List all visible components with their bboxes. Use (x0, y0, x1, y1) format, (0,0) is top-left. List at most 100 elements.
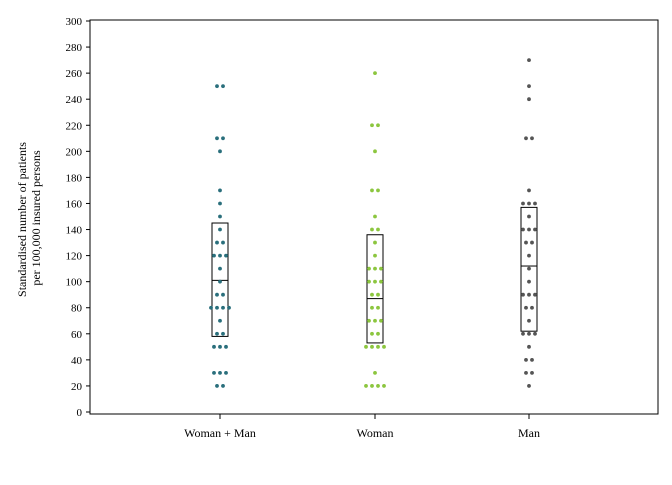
data-point (221, 292, 225, 297)
data-point (527, 97, 531, 102)
data-point (370, 227, 374, 232)
data-point (221, 331, 225, 336)
x-category-label: Woman (356, 426, 393, 440)
data-point (533, 201, 537, 206)
iqr-box (520, 206, 538, 332)
iqr-box (366, 234, 384, 344)
data-point (215, 305, 219, 310)
data-point (373, 253, 377, 258)
data-point (530, 136, 534, 141)
data-point (218, 253, 222, 258)
data-point (527, 58, 531, 62)
data-point (376, 344, 380, 349)
data-point (527, 344, 531, 349)
data-point (524, 240, 528, 245)
data-point (521, 331, 525, 336)
data-point (521, 201, 525, 206)
data-point (527, 227, 531, 232)
data-point (215, 292, 219, 297)
data-point (379, 318, 383, 323)
data-point (373, 214, 377, 219)
data-point (524, 305, 528, 310)
data-point (382, 344, 386, 349)
data-point (218, 214, 222, 219)
data-point (364, 384, 368, 388)
data-point (527, 292, 531, 297)
data-point (370, 188, 374, 193)
data-point (376, 331, 380, 336)
data-point (530, 357, 534, 362)
data-point (521, 227, 525, 232)
data-point (527, 318, 531, 323)
data-point (370, 292, 374, 297)
data-point (215, 136, 219, 141)
data-point (533, 331, 537, 336)
data-point (376, 227, 380, 232)
data-point (527, 201, 531, 206)
data-point (376, 123, 380, 128)
data-point (373, 371, 377, 375)
y-tick-label: 100 (66, 277, 83, 289)
y-tick-label: 280 (66, 42, 83, 54)
data-point (370, 384, 374, 388)
data-point (530, 240, 534, 245)
data-point (527, 188, 531, 193)
data-point (218, 188, 222, 193)
data-point (215, 331, 219, 336)
y-tick-label: 160 (66, 198, 83, 210)
data-point (367, 279, 371, 284)
data-point (370, 331, 374, 336)
y-tick-label: 200 (66, 146, 83, 158)
data-point (221, 84, 225, 89)
y-axis-title: Standardised number of patients per 100,… (15, 139, 43, 297)
y-tick-label: 240 (66, 94, 83, 106)
data-point (527, 214, 531, 219)
data-point (215, 384, 219, 388)
data-point (382, 384, 386, 388)
iqr-box (211, 222, 229, 337)
y-tick-label: 260 (66, 68, 83, 80)
data-point (376, 305, 380, 310)
data-point (527, 266, 531, 271)
data-point (224, 253, 228, 258)
data-point (524, 371, 528, 375)
data-point (530, 371, 534, 375)
y-tick-label: 180 (66, 172, 83, 184)
data-point (527, 331, 531, 336)
data-point (527, 279, 531, 284)
data-point (524, 357, 528, 362)
y-tick-label: 80 (71, 303, 83, 315)
boxes-layer (211, 206, 538, 344)
data-point (533, 292, 537, 297)
y-tick-label: 140 (66, 225, 83, 237)
x-axis: Woman + Man Woman Man (184, 414, 540, 440)
y-tick-label: 0 (77, 407, 83, 419)
y-tick-label: 20 (71, 381, 83, 393)
data-point (373, 71, 377, 76)
x-category-label: Man (518, 426, 540, 440)
data-point (527, 384, 531, 388)
y-tick-label: 300 (66, 16, 83, 28)
data-point (370, 305, 374, 310)
data-point (379, 266, 383, 271)
data-point (376, 384, 380, 388)
y-axis-title-line-2: per 100,000 insured persons (29, 150, 43, 286)
data-point (212, 371, 216, 375)
data-point (218, 266, 222, 271)
y-tick-label: 120 (66, 251, 83, 263)
data-point (221, 305, 225, 310)
data-point (215, 84, 219, 89)
points-layer (209, 58, 537, 388)
y-axis: 0 20 40 60 80 100 120 140 160 180 200 220 240 260 280 3… (66, 16, 90, 419)
data-point (364, 344, 368, 349)
data-point (218, 371, 222, 375)
data-point (376, 188, 380, 193)
y-tick-label: 40 (71, 355, 83, 367)
data-point (521, 292, 525, 297)
data-point (224, 344, 228, 349)
data-point (527, 84, 531, 89)
data-point (218, 227, 222, 232)
data-point (367, 266, 371, 271)
data-point (209, 305, 213, 310)
